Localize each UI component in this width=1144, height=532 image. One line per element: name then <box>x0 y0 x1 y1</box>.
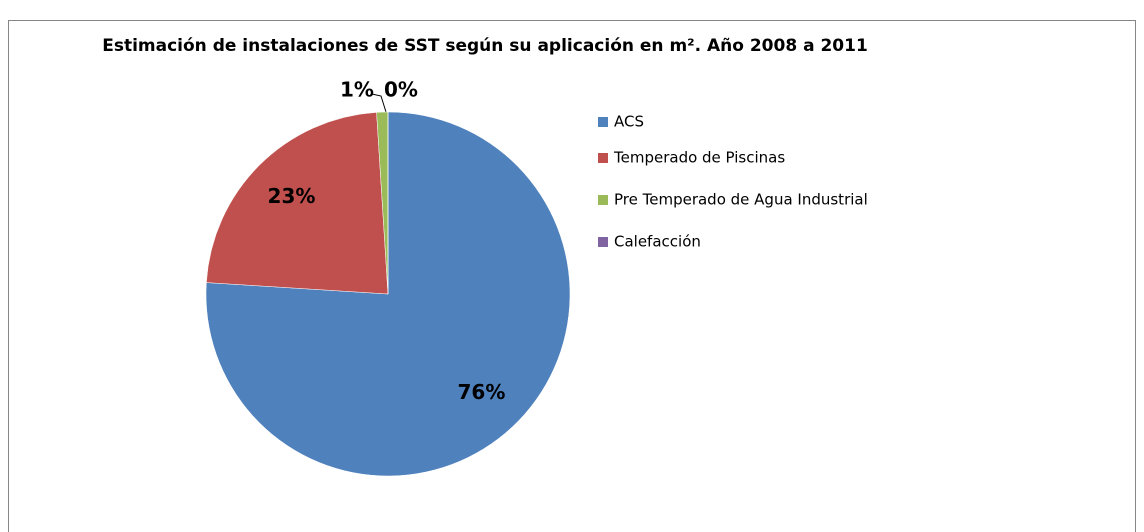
chart-frame <box>8 20 1136 532</box>
data-label: 0% <box>384 78 418 102</box>
legend-swatch <box>598 195 608 205</box>
data-label: 76% <box>458 380 506 404</box>
legend-swatch <box>598 237 608 247</box>
legend-label: Pre Temperado de Agua Industrial <box>614 191 868 209</box>
chart-title: Estimación de instalaciones de SST según… <box>102 36 868 56</box>
legend-swatch <box>598 153 608 163</box>
data-label: 1% <box>340 78 374 102</box>
pie-slice <box>206 112 389 295</box>
pie-slice <box>205 111 571 477</box>
leader-line <box>371 93 387 113</box>
legend-label: ACS <box>614 113 644 131</box>
data-label: 23% <box>268 184 316 208</box>
legend-label: Temperado de Piscinas <box>613 149 785 167</box>
legend-label: Calefacción <box>614 233 701 251</box>
legend-swatch <box>598 117 608 127</box>
